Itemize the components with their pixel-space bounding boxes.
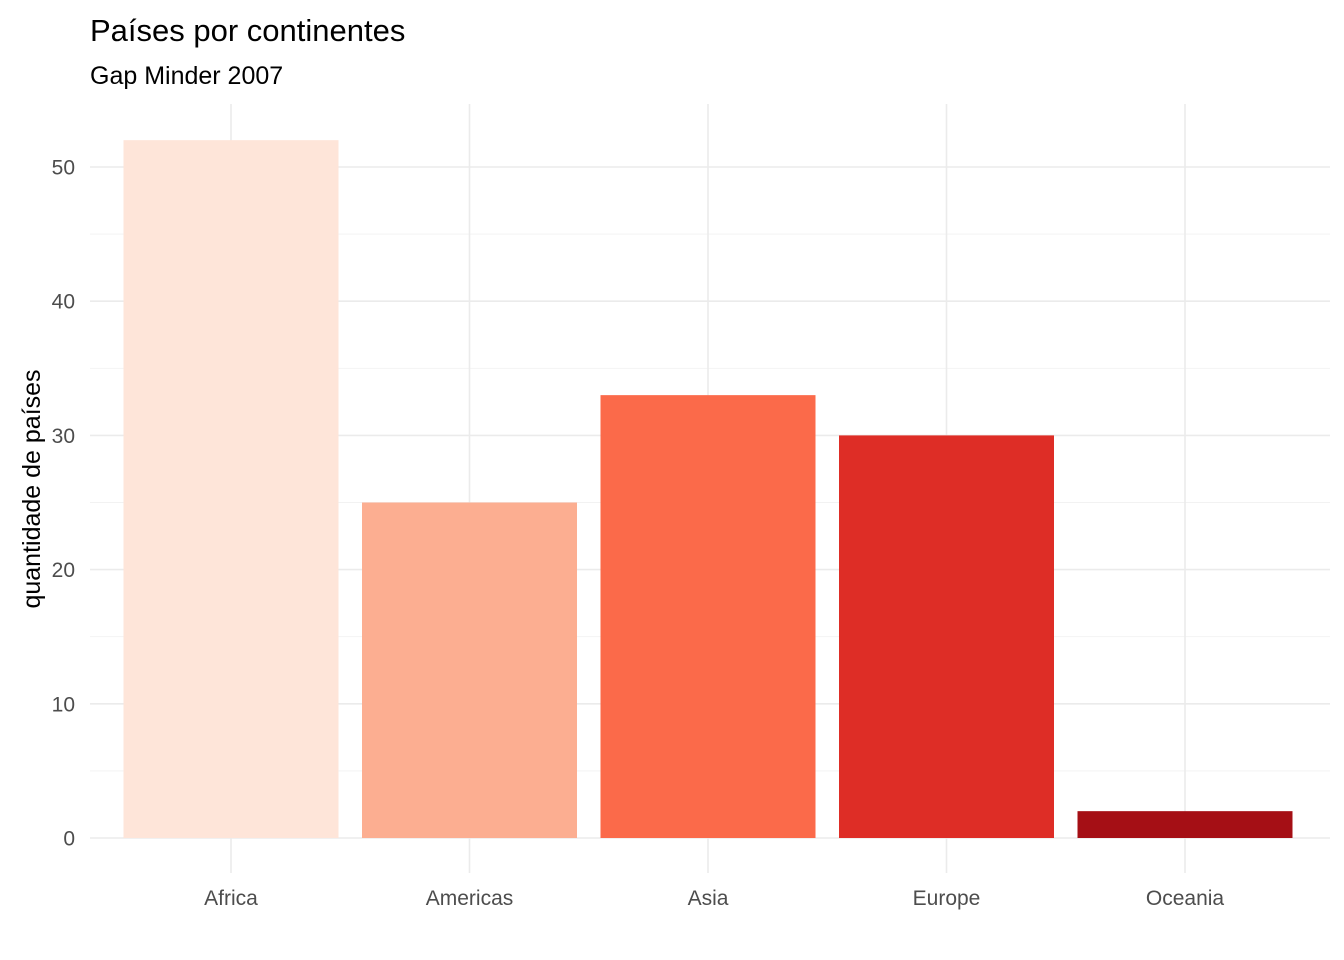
- x-axis-ticks: Africa Americas Asia Europe Oceania: [204, 887, 1224, 910]
- y-tick-label: 50: [52, 157, 75, 180]
- x-tick-label: Asia: [688, 887, 729, 910]
- y-tick-label: 0: [63, 828, 75, 851]
- bar-oceania: [1077, 811, 1293, 838]
- y-tick-label: 30: [52, 425, 75, 448]
- chart-title: Países por continentes: [90, 13, 405, 48]
- x-tick-label: Europe: [913, 887, 981, 910]
- y-tick-label: 10: [52, 693, 75, 716]
- y-tick-label: 40: [52, 291, 75, 314]
- bar-americas: [362, 502, 577, 838]
- y-axis-title: quantidade de países: [18, 369, 46, 608]
- bars: [123, 140, 1293, 838]
- x-tick-label: Oceania: [1146, 887, 1225, 910]
- y-tick-label: 20: [52, 559, 75, 582]
- bar-asia: [600, 395, 816, 838]
- x-tick-label: Africa: [204, 887, 258, 910]
- bar-africa: [123, 140, 339, 838]
- y-axis-ticks: 0 10 20 30 40 50: [52, 157, 75, 851]
- bar-europe: [839, 435, 1054, 838]
- chart-subtitle: Gap Minder 2007: [90, 62, 283, 90]
- x-tick-label: Americas: [426, 887, 514, 910]
